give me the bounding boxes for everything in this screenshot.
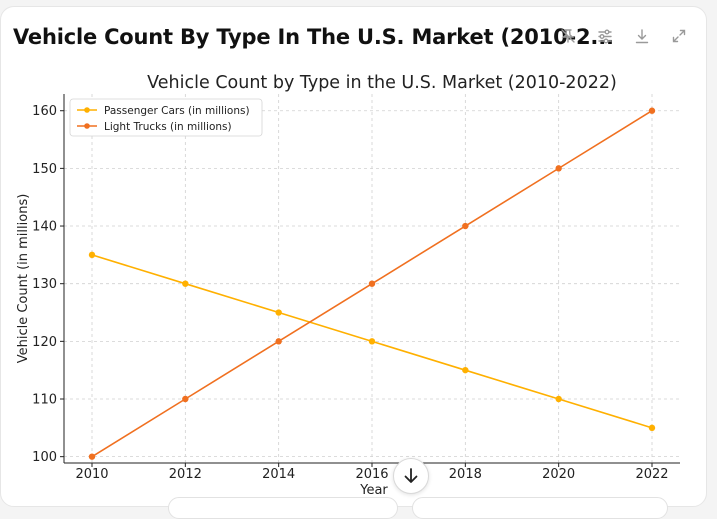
data-point-0 (368, 338, 376, 345)
data-point-0 (88, 251, 96, 259)
x-tick-label: 2020 (542, 467, 575, 482)
y-tick-label: 110 (32, 393, 57, 408)
x-tick-label: 2010 (75, 467, 108, 482)
arrow-down-icon (404, 468, 418, 483)
chart-title: Vehicle Count by Type in the U.S. Market… (147, 73, 617, 93)
expand-icon[interactable] (670, 27, 688, 45)
y-tick-label: 130 (32, 277, 57, 292)
legend-label: Light Trucks (in millions) (104, 121, 232, 133)
chart-card: Vehicle Count By Type In The U.S. Market… (0, 6, 707, 507)
data-point-0 (648, 424, 656, 432)
legend-label: Passenger Cars (in millions) (104, 105, 250, 117)
x-tick-label: 2022 (635, 467, 668, 482)
data-point-1 (368, 280, 376, 287)
card-title: Vehicle Count By Type In The U.S. Market… (13, 25, 614, 49)
y-tick-label: 160 (32, 104, 57, 119)
data-point-1 (275, 338, 282, 345)
data-point-0 (275, 309, 282, 316)
x-tick-label: 2012 (169, 467, 202, 482)
suggestion-chip[interactable] (168, 497, 398, 519)
scroll-down-button[interactable] (393, 458, 429, 494)
download-icon[interactable] (633, 27, 651, 45)
data-point-1 (182, 395, 189, 403)
legend-swatch-marker (84, 123, 90, 129)
data-point-0 (555, 395, 562, 403)
y-axis-label: Vehicle Count (in millions) (16, 194, 31, 364)
suggestion-chip[interactable] (412, 497, 668, 519)
sliders-icon[interactable] (596, 27, 614, 45)
data-point-1 (648, 107, 656, 114)
y-tick-label: 100 (32, 450, 57, 465)
x-tick-label: 2016 (355, 467, 388, 482)
data-point-0 (462, 366, 469, 374)
pin-off-icon[interactable] (559, 27, 577, 45)
data-point-1 (462, 222, 469, 230)
x-axis-label: Year (359, 483, 388, 498)
y-tick-label: 140 (32, 220, 57, 235)
data-point-0 (182, 280, 189, 287)
x-tick-label: 2018 (449, 467, 482, 482)
card-toolbar (559, 27, 688, 45)
data-point-1 (555, 165, 562, 172)
data-point-1 (88, 453, 96, 460)
legend-box (69, 98, 263, 137)
x-tick-label: 2014 (262, 467, 295, 482)
legend-swatch-marker (84, 107, 90, 113)
y-tick-label: 150 (32, 162, 57, 177)
y-tick-label: 120 (32, 335, 57, 350)
line-chart: 2010 2012 2014 2016 2018 2020 2022 100 110 120 130… (16, 73, 680, 498)
